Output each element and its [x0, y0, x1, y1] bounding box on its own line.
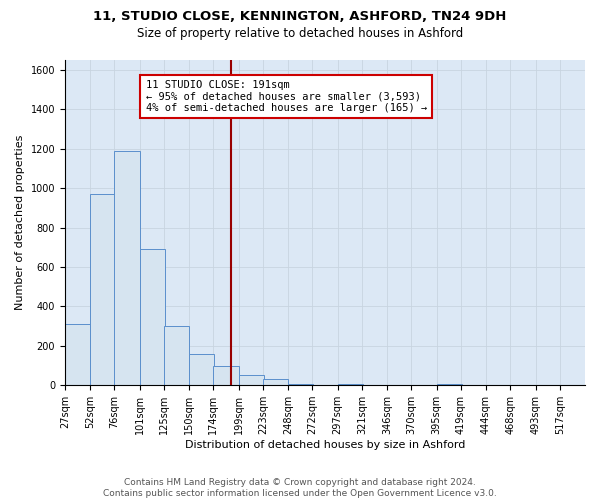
Y-axis label: Number of detached properties: Number of detached properties	[15, 135, 25, 310]
Bar	[189, 354, 214, 385]
Bar	[239, 376, 264, 385]
Bar	[65, 324, 90, 385]
Bar	[288, 384, 313, 385]
Bar	[263, 380, 288, 385]
Text: Size of property relative to detached houses in Ashford: Size of property relative to detached ho…	[137, 28, 463, 40]
Text: 11, STUDIO CLOSE, KENNINGTON, ASHFORD, TN24 9DH: 11, STUDIO CLOSE, KENNINGTON, ASHFORD, T…	[94, 10, 506, 23]
Bar	[437, 384, 462, 385]
Text: Contains HM Land Registry data © Crown copyright and database right 2024.
Contai: Contains HM Land Registry data © Crown c…	[103, 478, 497, 498]
Bar	[140, 249, 165, 385]
Bar	[338, 384, 363, 385]
Bar	[214, 366, 239, 385]
Bar	[115, 150, 140, 385]
Text: 11 STUDIO CLOSE: 191sqm
← 95% of detached houses are smaller (3,593)
4% of semi-: 11 STUDIO CLOSE: 191sqm ← 95% of detache…	[146, 80, 427, 113]
Bar	[90, 194, 115, 385]
Bar	[164, 326, 189, 385]
X-axis label: Distribution of detached houses by size in Ashford: Distribution of detached houses by size …	[185, 440, 465, 450]
